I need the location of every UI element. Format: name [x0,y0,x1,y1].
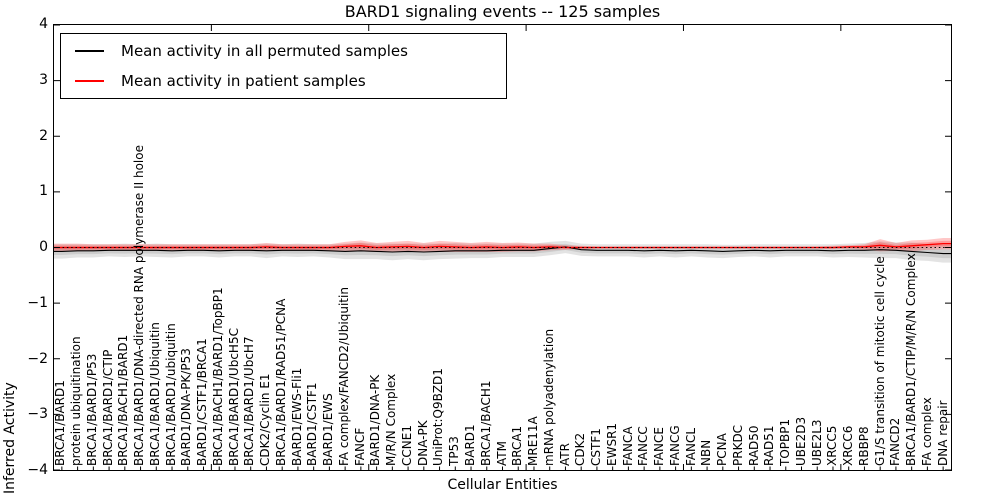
x-tick-label: BRCA1/BARD1/Ubiquitin [147,322,162,466]
legend-line-sample-permuted [75,50,104,52]
chart-title: BARD1 signaling events -- 125 samples [344,2,661,21]
y-tick-label: 2 [39,127,48,144]
x-tick-label: XRCC6 [841,425,856,466]
x-tick-label: FANCF [352,427,367,466]
x-tick-label: FANCD2 [888,417,903,466]
y-tick-label: 1 [39,183,48,200]
legend-label: Mean activity in patient samples [121,72,366,90]
x-tick-label: MRE11A [526,416,540,466]
x-tick-label: BARD1/CSTF1/BRCA1 [195,338,210,466]
y-tick-label: −2 [27,350,48,367]
x-tick-label: UBE2D3 [793,416,808,466]
legend-line-sample-patient [75,80,104,82]
x-tick-label: BRCA1/BARD1/CTIP/M/R/N Complex [904,253,919,466]
x-tick-label: M/R/N Complex [384,373,399,466]
y-tick-label: 4 [39,16,48,32]
x-tick-label: DNA repair [935,400,950,466]
x-tick-label: protein ubiquitination [69,336,84,466]
x-tick-label: FA complex/FANCD2/Ubiquitin [336,287,351,466]
x-tick-label: CSTF1 [589,428,604,466]
x-tick-label: ATR [557,443,572,466]
x-tick-label: BARD1/CSTF1 [305,382,320,466]
x-tick-label: TOPBP1 [778,418,793,466]
x-tick-label: EWSR1 [604,422,619,466]
x-tick-label: BRCA1/BARD1/RAD51/PCNA [273,298,288,466]
x-tick-label: FANCL [683,427,698,466]
x-tick-label: BRCA1/BACH1 [478,380,493,466]
x-tick-label: RBBP8 [856,426,871,466]
patient-band-outer [54,238,951,252]
x-tick-label: FA complex [919,397,934,466]
x-tick-label: BRCA1/BACH1/BARD1 [116,334,131,466]
x-axis-label: Cellular Entities [447,477,558,493]
x-tick-label: XRCC5 [825,425,840,466]
permuted-mean-line [54,246,951,255]
x-tick-label: RAD50 [746,425,761,466]
plot-area [53,24,952,471]
x-tick-label: BRCA1/BARD1/CTIP [100,349,115,466]
x-tick-label: NBN [699,439,714,466]
legend-label: Mean activity in all permuted samples [121,42,408,60]
x-tick-label: CDK2 [573,432,588,466]
x-tick-label: DNA-PK [415,420,430,466]
x-tick-label: TP53 [447,436,462,466]
x-tick-label: BRCA1/BARD1/ubiquitin [163,323,178,466]
x-tick-label: UBE2L3 [809,419,824,466]
x-tick-label: BRCA1/BARD1 [53,380,68,466]
x-tick-label: BRCA1 [510,425,525,466]
legend-item-patient: Mean activity in patient samples [75,66,506,96]
x-tick-label: BARD1/DNA-PK/P53 [179,348,194,466]
permuted-band-outer [54,240,951,263]
x-tick-label: G1/S transition of mitotic cell cycle [872,256,887,466]
x-tick-label: FANCC [636,426,651,466]
x-tick-label: BARD1/EWS [321,393,336,466]
x-tick-label: ATM [494,441,509,466]
y-tick-label: −3 [27,406,48,423]
x-tick-label: UniProt:Q9BZD1 [431,368,446,466]
x-tick-label: BRCA1/BARD1/UbcH5C [226,328,241,466]
x-tick-label: FANCE [652,427,667,466]
x-tick-label: FANCA [620,426,635,466]
chart-canvas [54,25,951,470]
x-tick-label: CCNE1 [399,425,414,466]
y-tick-label: 3 [39,71,48,88]
x-tick-label: FANCG [667,425,682,466]
x-tick-label: BRCA1/BACH1/BARD1/TopBP1 [210,287,225,466]
x-tick-label: BRCA1/BARD1/UbcH7 [242,336,257,466]
y-tick-label: −4 [27,462,48,478]
x-tick-label: CDK2/Cyclin E1 [258,373,273,466]
x-tick-label: PRKDC [730,424,745,466]
x-tick-label: BARD1/EWS-Fli1 [289,367,304,466]
x-tick-label: BARD1/DNA-PK [368,374,383,466]
x-tick-label: mRNA polyadenylation [541,328,556,466]
legend: Mean activity in all permuted samples Me… [60,33,507,99]
y-tick-label: −1 [27,294,48,311]
x-tick-label: RAD51 [762,425,777,466]
legend-item-permuted: Mean activity in all permuted samples [75,36,506,66]
x-tick-label: BRCA1/BARD1/P53 [84,353,99,466]
y-tick-label: 0 [39,239,48,255]
x-tick-label: BARD1 [462,424,477,466]
x-tick-label: PCNA [715,433,730,466]
x-tick-label: BRCA1/BARD1/DNA-directed RNA polymerase … [132,145,147,466]
